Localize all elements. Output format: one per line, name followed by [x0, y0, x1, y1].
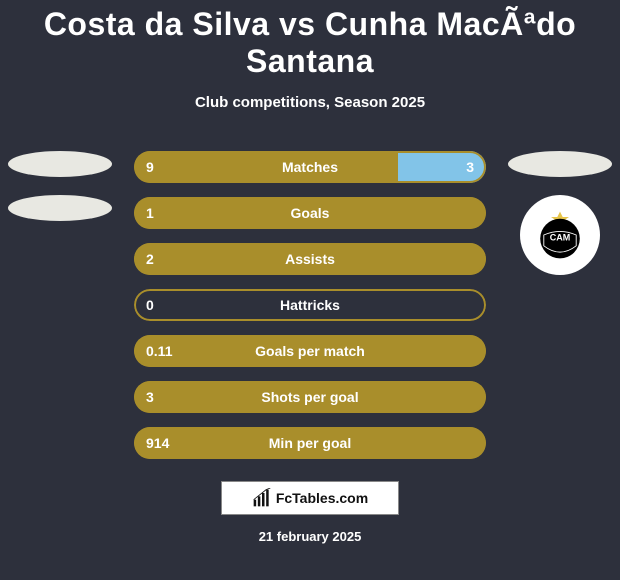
bar-left-value: 1	[134, 197, 166, 229]
right-player-column: CAM	[500, 151, 620, 275]
bar-right-value	[462, 289, 486, 321]
bar-right-value	[462, 381, 486, 413]
stat-row-shots-per-goal: Shots per goal3	[134, 381, 486, 413]
page-title: Costa da Silva vs Cunha MacÃªdo Santana	[0, 0, 620, 80]
bar-left-value: 0	[134, 289, 166, 321]
content-area: CAM Matches9 3 Goals1 Assists2 Hattricks0 Goa…	[0, 151, 620, 459]
bar-left-value: 2	[134, 243, 166, 275]
left-player-column	[0, 151, 120, 221]
stat-row-goals: Goals1	[134, 197, 486, 229]
club-crest-icon: CAM	[533, 208, 587, 262]
date-text: 21 february 2025	[0, 529, 620, 544]
bar-label: Assists	[134, 243, 486, 275]
bar-left-value: 9	[134, 151, 166, 183]
stat-row-goals-per-match: Goals per match0.11	[134, 335, 486, 367]
chart-icon	[252, 488, 272, 508]
stat-row-hattricks: Hattricks0	[134, 289, 486, 321]
bar-left-value: 3	[134, 381, 166, 413]
bar-label: Matches	[134, 151, 486, 183]
bar-label: Min per goal	[134, 427, 486, 459]
bar-right-value	[462, 197, 486, 229]
bar-right-value	[462, 243, 486, 275]
svg-text:CAM: CAM	[550, 232, 571, 242]
bar-left-value: 0.11	[134, 335, 184, 367]
left-player-placeholder-1	[8, 151, 112, 177]
comparison-card: Costa da Silva vs Cunha MacÃªdo Santana …	[0, 0, 620, 580]
subtitle: Club competitions, Season 2025	[0, 94, 620, 111]
bar-label: Goals per match	[134, 335, 486, 367]
bar-label: Hattricks	[134, 289, 486, 321]
bar-right-value	[462, 427, 486, 459]
right-club-badge: CAM	[520, 195, 600, 275]
branding-box: FcTables.com	[221, 481, 399, 515]
bar-right-value: 3	[454, 151, 486, 183]
right-player-placeholder	[508, 151, 612, 177]
bar-label: Goals	[134, 197, 486, 229]
left-player-placeholder-2	[8, 195, 112, 221]
bar-left-value: 914	[134, 427, 181, 459]
branding-text: FcTables.com	[276, 490, 368, 506]
bar-right-value	[462, 335, 486, 367]
stat-bars: Matches9 3 Goals1 Assists2 Hattricks0 Goals p…	[134, 151, 486, 459]
stat-row-matches: Matches9 3	[134, 151, 486, 183]
stat-row-min-per-goal: Min per goal914	[134, 427, 486, 459]
stat-row-assists: Assists2	[134, 243, 486, 275]
bar-label: Shots per goal	[134, 381, 486, 413]
